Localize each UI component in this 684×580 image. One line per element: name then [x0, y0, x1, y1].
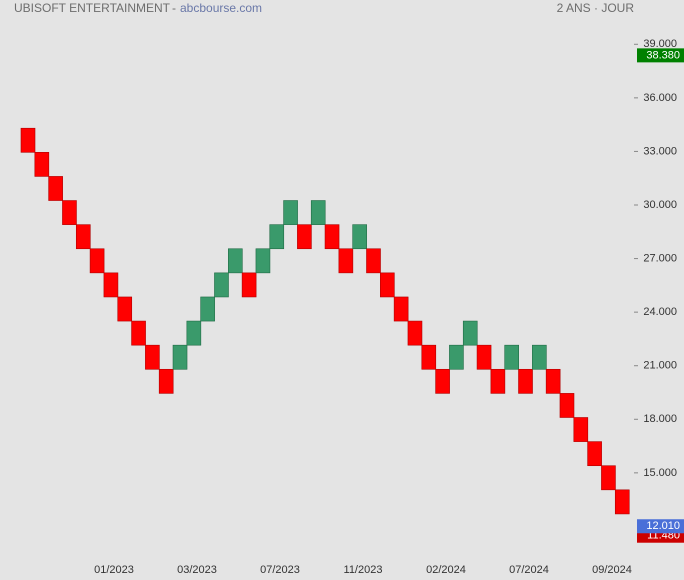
brick — [89, 248, 105, 274]
brick — [186, 320, 202, 346]
brick — [462, 320, 478, 346]
brick — [614, 489, 630, 515]
brick — [435, 368, 450, 394]
brick — [421, 344, 437, 370]
x-tick-label: 09/2024 — [592, 564, 632, 576]
price-marker-label: 12.010 — [646, 520, 680, 532]
y-tick-label: 24.000 — [643, 306, 677, 318]
y-tick-label: 21.000 — [643, 360, 677, 372]
brick — [366, 248, 381, 274]
separator: - — [172, 1, 176, 15]
brick — [504, 344, 520, 370]
price-marker — [637, 48, 684, 63]
brick — [34, 152, 50, 177]
y-tick-label: 27.000 — [643, 252, 677, 264]
brick — [352, 224, 367, 250]
y-tick-label: 39.000 — [643, 38, 677, 50]
brick — [393, 296, 409, 322]
brick — [490, 368, 506, 394]
brick — [449, 344, 464, 370]
brick — [476, 344, 492, 370]
x-tick-label: 07/2023 — [260, 564, 300, 576]
brick — [559, 393, 575, 418]
brick — [214, 272, 229, 298]
period: 2 ANS · JOUR — [557, 1, 635, 15]
brick — [310, 200, 326, 225]
price-marker-label: 38.380 — [646, 49, 680, 61]
brick — [518, 368, 533, 394]
brick — [158, 368, 174, 394]
brick — [380, 272, 395, 298]
x-tick-label: 11/2023 — [344, 564, 383, 576]
brick — [200, 296, 215, 322]
y-tick-label: 33.000 — [643, 145, 677, 157]
y-tick-label: 36.000 — [643, 92, 677, 104]
x-tick-label: 07/2024 — [509, 564, 549, 576]
brick — [103, 272, 119, 298]
x-tick-label: 01/2023 — [94, 564, 134, 576]
brick — [338, 248, 354, 274]
x-tick-label: 03/2023 — [177, 564, 217, 576]
brick — [172, 344, 188, 370]
brick — [62, 200, 77, 225]
x-tick-label: 02/2024 — [426, 564, 466, 576]
brick — [573, 417, 589, 442]
brick — [255, 248, 271, 274]
brick — [241, 272, 257, 298]
brick — [587, 441, 602, 467]
brick — [324, 224, 340, 250]
price-marker — [637, 519, 684, 534]
brick — [283, 200, 298, 225]
brick — [532, 344, 547, 370]
brick — [269, 224, 285, 250]
y-tick-label: 18.000 — [643, 413, 677, 425]
brick — [228, 248, 243, 274]
brick — [601, 465, 616, 491]
brick — [145, 344, 160, 370]
brick — [131, 320, 146, 346]
brick — [48, 176, 63, 201]
chart-title: UBISOFT ENTERTAINMENT — [14, 1, 171, 15]
brick — [407, 320, 423, 346]
brick — [545, 368, 561, 394]
brick — [75, 224, 91, 250]
brick — [117, 296, 133, 322]
brick — [20, 127, 36, 153]
y-tick-label: 30.000 — [643, 199, 677, 211]
brick — [297, 224, 312, 250]
y-tick-label: 15.000 — [643, 467, 677, 479]
source: abcbourse.com — [180, 1, 262, 15]
